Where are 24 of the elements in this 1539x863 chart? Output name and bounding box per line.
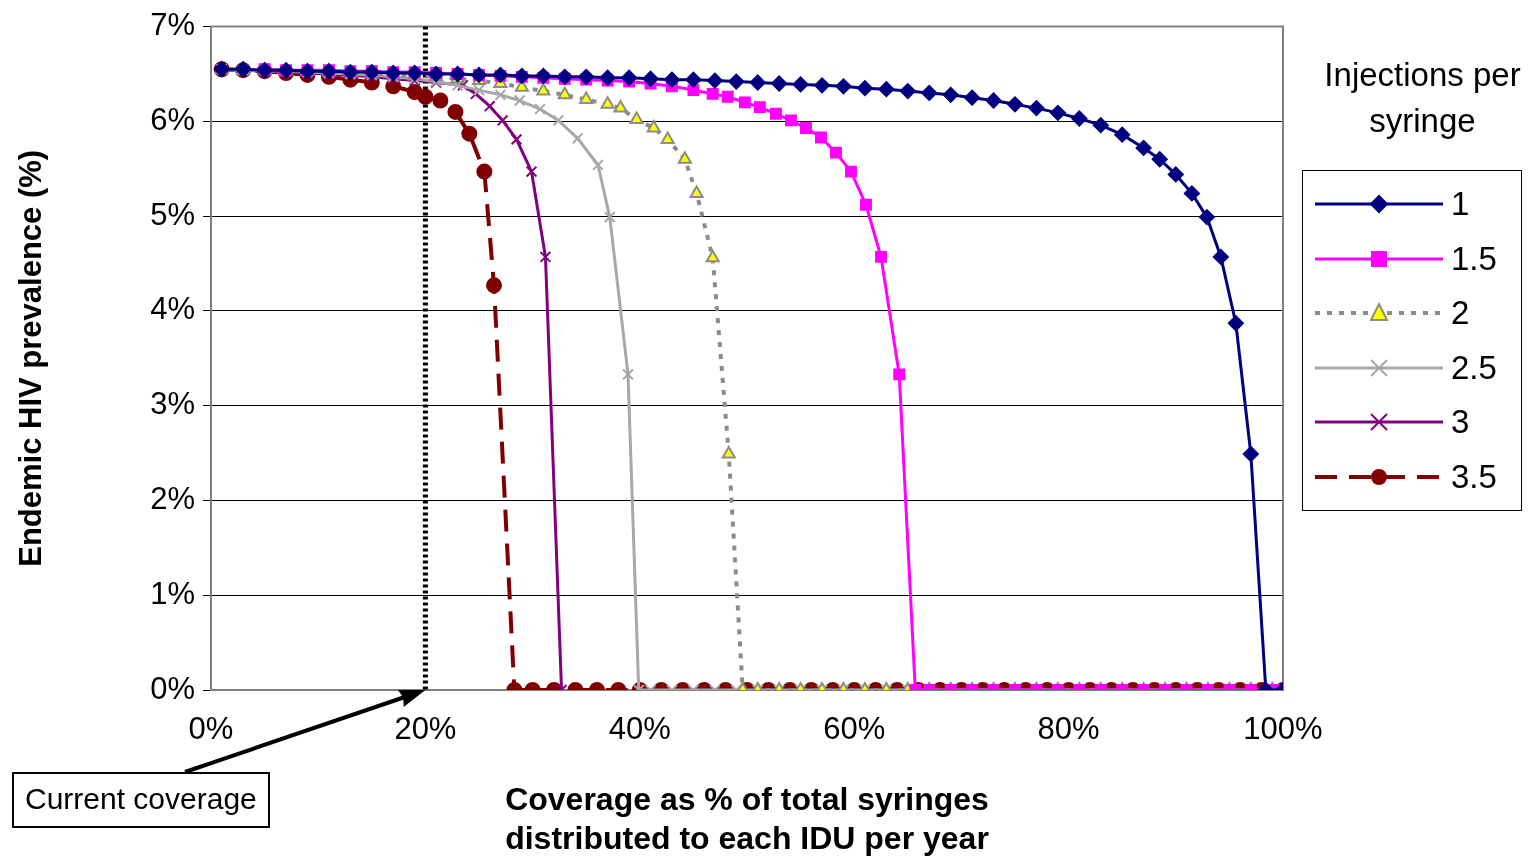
x-tick-label: 60% xyxy=(823,711,886,747)
x-tick-label: 0% xyxy=(188,711,234,747)
legend-label: 2 xyxy=(1451,294,1470,333)
legend-title: Injections per syringe xyxy=(1323,55,1522,141)
y-axis-title: Endemic HIV prevalence (%) xyxy=(13,149,49,567)
y-tick-label: 1% xyxy=(150,575,195,611)
x-tick-label: 100% xyxy=(1243,711,1323,747)
x-tick-label: 20% xyxy=(394,711,457,747)
y-tick-label: 4% xyxy=(150,291,195,327)
text: Current coverage xyxy=(12,772,270,828)
y-tick-label: 6% xyxy=(150,101,195,137)
legend-label: 3.5 xyxy=(1451,457,1497,496)
y-tick-label: 3% xyxy=(150,386,195,422)
legend-label: 1 xyxy=(1451,185,1470,224)
x-tick-label: 80% xyxy=(1037,711,1100,747)
legend-label: 1.5 xyxy=(1451,239,1497,278)
x-tick-label: 40% xyxy=(608,711,671,747)
legend-label: 2.5 xyxy=(1451,348,1497,387)
y-tick-label: 0% xyxy=(150,670,195,706)
y-tick-label: 5% xyxy=(150,196,195,232)
legend-label: 3 xyxy=(1451,403,1470,442)
y-tick-label: 7% xyxy=(150,7,195,43)
x-axis-title: Coverage as % of total syringes distributed to each IDU per year xyxy=(505,781,989,856)
y-tick-label: 2% xyxy=(150,481,195,516)
